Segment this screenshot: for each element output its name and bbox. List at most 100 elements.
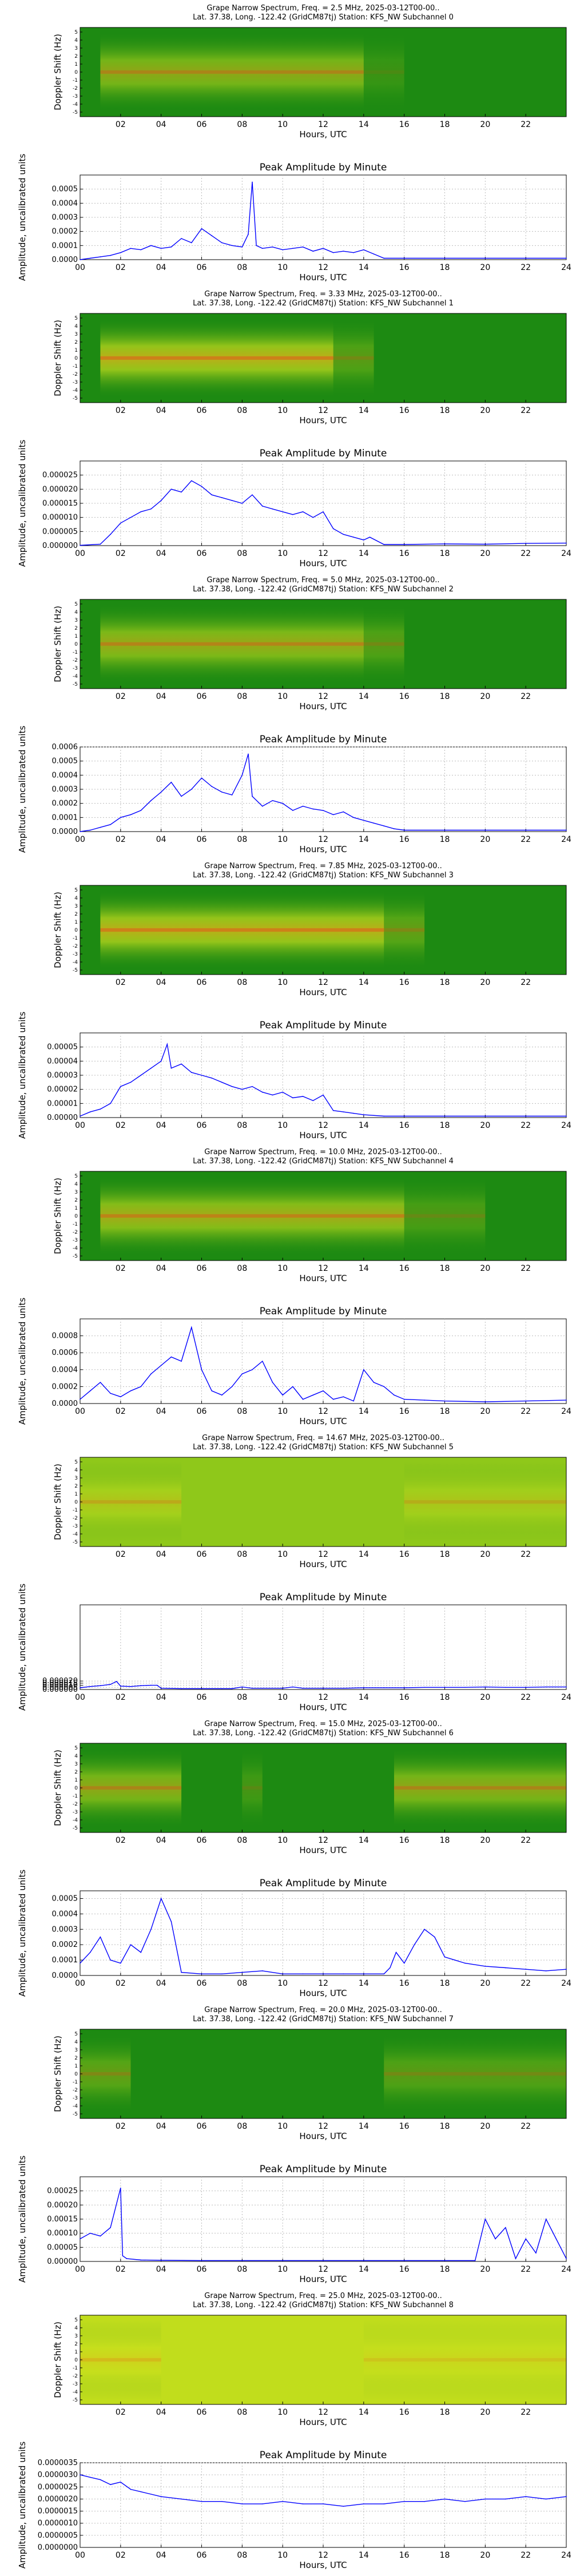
amp-xtick-label: 04 (156, 1979, 166, 1988)
spectrum-activity-band (363, 604, 404, 684)
amp-data-point (363, 1369, 364, 1370)
amp-ytick-label: 0.000005 (42, 1683, 78, 1692)
spectrum-ytick-label: 4 (74, 2040, 78, 2045)
amp-ytick-label: 0.00020 (47, 2201, 78, 2209)
amp-ytick-label: 0.0002 (52, 228, 78, 236)
spectrum-title: Grape Narrow Spectrum, Freq. = 14.67 MHz… (202, 1434, 444, 1442)
amp-data-point (302, 247, 304, 248)
amp-data-point (130, 516, 132, 518)
amp-series-line (80, 754, 566, 832)
spectrum-carrier-trace (384, 2072, 566, 2076)
amp-xtick-label: 06 (197, 1121, 207, 1130)
spectrum-xtick-label: 16 (399, 2122, 410, 2131)
spectrum-ytick-label: -2 (73, 658, 78, 663)
amp-data-point (332, 814, 334, 816)
amp-data-point (353, 1400, 354, 1402)
amp-xtick-label: 04 (156, 549, 166, 558)
amp-xtick-label: 20 (480, 835, 490, 844)
amp-data-point (525, 257, 526, 259)
spectrum-ytick-label: 1 (74, 1492, 78, 1497)
amp-data-point (120, 1086, 121, 1087)
amp-data-point (261, 2503, 263, 2505)
amp-ytick-label: 0.00002 (47, 1086, 78, 1094)
amp-data-point (525, 2238, 526, 2240)
spectrum-xtick-label: 10 (277, 2408, 288, 2417)
amp-xtick-label: 24 (561, 2265, 571, 2274)
amp-xtick-label: 10 (277, 1121, 288, 1130)
amp-xlabel: Hours, UTC (299, 272, 347, 283)
amp-xtick-label: 10 (277, 549, 288, 558)
amp-xtick-label: 24 (561, 1121, 571, 1130)
amp-xtick-label: 20 (480, 263, 490, 272)
amp-data-point (211, 235, 213, 236)
amp-data-point (181, 1063, 182, 1065)
amp-data-point (100, 1685, 101, 1687)
amp-data-point (302, 1398, 304, 1400)
amp-xtick-label: 10 (277, 1693, 288, 1702)
amp-ytick-label: 0.0001 (52, 241, 78, 250)
spectrum-carrier-trace (384, 928, 425, 932)
amp-data-point (403, 544, 405, 545)
amp-xtick-label: 00 (75, 2551, 85, 2560)
amp-data-point (343, 534, 344, 535)
spectrum-carrier-trace (100, 1214, 404, 1218)
amp-data-point (80, 1962, 81, 1964)
amp-data-point (160, 1060, 162, 1062)
spectrum-ytick-label: -2 (73, 86, 78, 92)
spectrum-ytick-label: -4 (73, 2390, 78, 2395)
amp-data-point (424, 2501, 425, 2502)
amp-data-point (464, 2501, 466, 2502)
amp-xtick-label: 00 (75, 1407, 85, 1416)
amp-data-point (261, 1687, 263, 1689)
amp-data-point (369, 536, 371, 538)
spectrum-xlabel: Hours, UTC (299, 2417, 347, 2427)
spectrum-title: Grape Narrow Spectrum, Freq. = 5.0 MHz, … (206, 576, 439, 585)
amp-data-point (383, 1687, 385, 1688)
amp-data-point (140, 1951, 142, 1953)
amp-xtick-label: 18 (440, 1121, 450, 1130)
spectrum-activity-band (80, 1462, 182, 1542)
amp-data-point (241, 247, 243, 248)
amp-data-point (383, 1115, 385, 1117)
amp-xtick-label: 12 (318, 263, 328, 272)
spectrum-xtick-label: 02 (116, 1550, 126, 1559)
amp-data-point (80, 1115, 81, 1117)
spectrum-carrier-trace (100, 70, 364, 74)
spectrum-activity-band (100, 890, 384, 970)
amp-data-point (181, 1361, 182, 1362)
spectrum-xtick-label: 04 (156, 1550, 166, 1559)
amp-data-point (444, 543, 446, 544)
amp-xtick-label: 18 (440, 1407, 450, 1416)
spectrum-xtick-label: 08 (237, 692, 247, 701)
spectrum-carrier-trace (242, 1786, 263, 1790)
amp-data-point (566, 2258, 567, 2259)
amp-data-point (130, 1686, 132, 1687)
spectrum-xtick-label: 16 (399, 120, 410, 129)
spectrum-xtick-label: 20 (480, 2408, 490, 2417)
amp-data-point (444, 2498, 446, 2500)
spectrum-ytick-label: 3 (74, 904, 78, 909)
spectrum-title: Grape Narrow Spectrum, Freq. = 25.0 MHz,… (204, 2292, 442, 2300)
amp-data-point (444, 1400, 446, 1402)
spectrum-xtick-label: 12 (318, 1836, 328, 1845)
spectrum-activity-band (384, 2034, 566, 2114)
amp-data-point (484, 543, 486, 545)
amp-data-point (241, 1088, 243, 1090)
amp-ylabel: Amplitude, uncalibrated units (17, 2442, 27, 2569)
amp-data-point (241, 1971, 243, 1973)
amp-xtick-label: 14 (359, 1693, 369, 1702)
amp-xtick-label: 00 (75, 2265, 85, 2274)
amp-data-point (292, 514, 293, 515)
amp-data-point (160, 792, 162, 793)
spectrum-ylabel: Doppler Shift (Hz) (53, 1750, 63, 1826)
spectrum-xtick-label: 04 (156, 120, 166, 129)
spectrum-xtick-label: 04 (156, 2122, 166, 2131)
amp-data-point (120, 817, 121, 818)
amp-series-line (80, 1681, 566, 1689)
spectrum-xtick-label: 02 (116, 120, 126, 129)
spectrum-xtick-label: 04 (156, 978, 166, 987)
spectrum-xtick-label: 16 (399, 692, 410, 701)
spectrum-carrier-trace (404, 1500, 566, 1504)
spectrum-xtick-label: 20 (480, 1836, 490, 1845)
amp-data-point (256, 245, 257, 247)
